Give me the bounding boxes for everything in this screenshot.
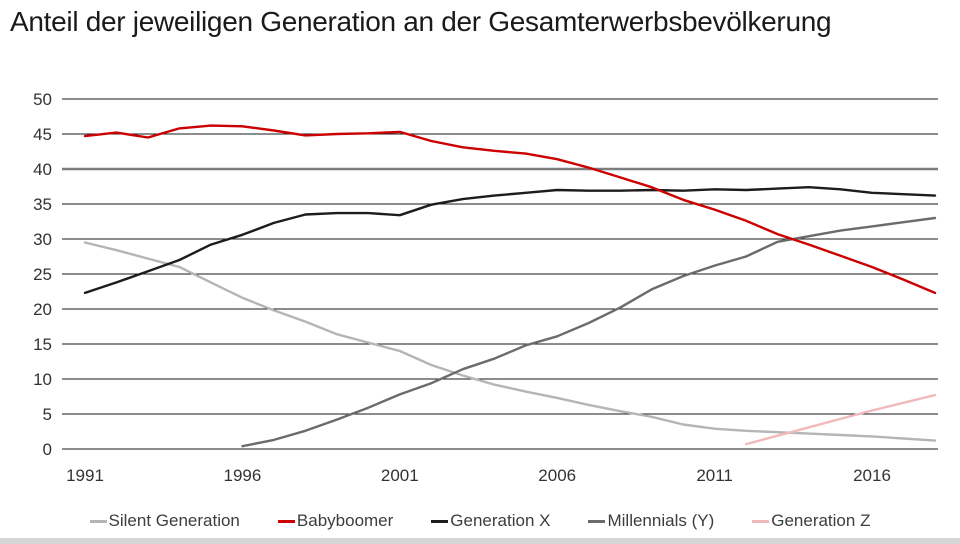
x-tick-label: 2016 — [853, 466, 891, 485]
x-tick-label: 1991 — [66, 466, 104, 485]
legend-item-babyboomer: Babyboomer — [277, 511, 394, 531]
series-line-generation-z — [744, 393, 937, 446]
legend-line-icon — [588, 519, 606, 523]
series-line-millennials-y — [241, 216, 937, 448]
y-tick-label: 35 — [33, 195, 52, 214]
y-tick-label: 5 — [43, 405, 52, 424]
legend-item-millennials-y: Millennials (Y) — [588, 511, 714, 531]
legend-item-label: Millennials (Y) — [607, 511, 715, 530]
legend-item-silent-generation: Silent Generation — [89, 511, 240, 531]
legend-item-label: Generation X — [450, 511, 551, 530]
legend-item-generation-x: Generation X — [431, 511, 550, 531]
legend-line-icon — [89, 519, 107, 523]
series-line-babyboomer — [83, 124, 937, 295]
series-line-silent-generation — [83, 241, 937, 442]
x-tick-label: 2001 — [381, 466, 419, 485]
legend-item-generation-z: Generation Z — [752, 511, 870, 531]
x-tick-label: 1996 — [223, 466, 261, 485]
y-tick-label: 45 — [33, 125, 52, 144]
y-tick-label: 25 — [33, 265, 52, 284]
series-line-generation-x — [83, 185, 937, 295]
legend-line-icon — [277, 519, 295, 523]
legend-line-icon — [431, 519, 449, 523]
y-tick-label: 0 — [43, 440, 52, 459]
y-tick-label: 40 — [33, 160, 52, 179]
legend-item-label: Babyboomer — [296, 511, 394, 530]
chart-legend: Silent Generation Babyboomer Generation X M… — [0, 507, 960, 535]
y-tick-label: 10 — [33, 370, 52, 389]
legend-item-label: Silent Generation — [108, 511, 240, 530]
y-tick-label: 15 — [33, 335, 52, 354]
page-title: Anteil der jeweiligen Generation an der … — [10, 6, 832, 37]
x-tick-label: 2011 — [696, 466, 733, 485]
y-tick-label: 50 — [33, 90, 52, 109]
x-tick-label: 2006 — [538, 466, 576, 485]
y-tick-label: 20 — [33, 300, 52, 319]
footer-bar — [0, 538, 960, 544]
y-tick-label: 30 — [33, 230, 52, 249]
legend-item-label: Generation Z — [771, 511, 871, 530]
legend-line-icon — [752, 519, 770, 523]
